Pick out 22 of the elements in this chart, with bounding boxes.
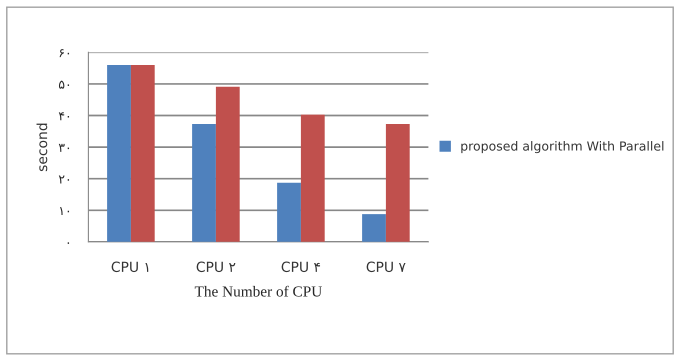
y-tick-label: ۲۰: [58, 176, 70, 184]
x-tick-label: CPU ۱: [112, 262, 148, 272]
bar: [192, 124, 216, 242]
x-axis-title: The Number of CPU: [194, 286, 322, 297]
y-tick-label: ۴۰: [58, 112, 70, 120]
bar: [277, 182, 301, 242]
y-axis-title: second: [36, 124, 48, 172]
y-tick-label: ۳۰: [58, 144, 70, 152]
y-tick-label: ۱۰: [60, 207, 70, 216]
x-tick-label: CPU ۲: [196, 262, 236, 272]
x-tick-label: CPU ۴: [282, 262, 320, 272]
bar: [107, 64, 131, 242]
y-tick-label: ۵۰: [58, 80, 70, 89]
y-tick-label: ۶۰: [60, 49, 70, 58]
bar: [216, 86, 240, 242]
bar: [130, 64, 155, 242]
bar: [362, 214, 386, 242]
bar: [300, 114, 325, 242]
x-tick-label: CPU ۷: [366, 262, 406, 272]
legend-label: proposed algorithm With Parallel: [461, 141, 664, 154]
bar: [386, 124, 410, 242]
y-tick-label: ۰: [68, 242, 70, 244]
